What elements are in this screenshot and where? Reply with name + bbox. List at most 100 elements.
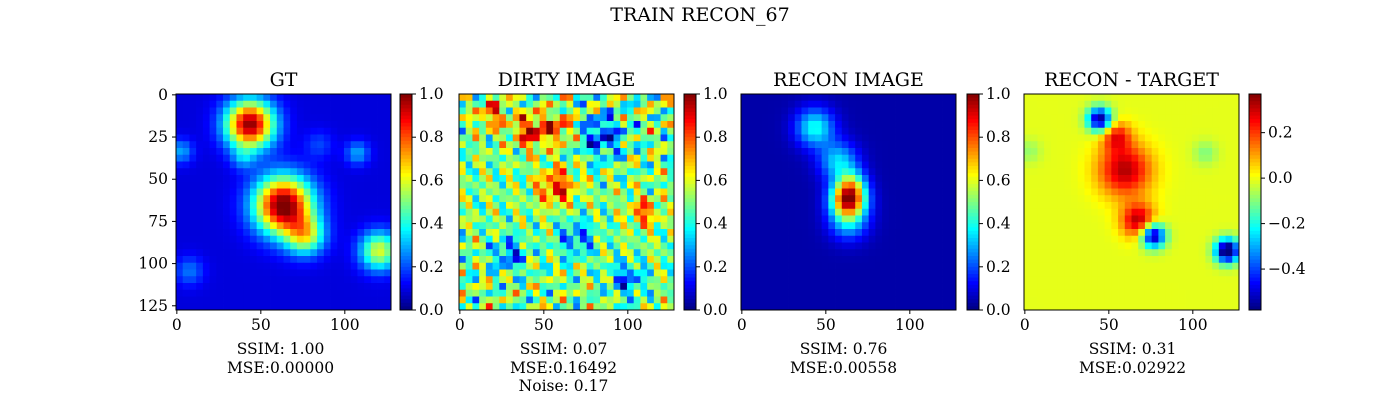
heatmap-cell: [1050, 175, 1058, 183]
heatmap-cell: [814, 208, 823, 216]
heatmap-cell: [761, 94, 769, 102]
heatmap-cell: [613, 195, 621, 203]
heatmap-cell: [902, 229, 910, 237]
heatmap-cell: [337, 107, 345, 115]
heatmap-cell: [1124, 100, 1132, 108]
heatmap-cell: [243, 107, 251, 115]
heatmap-cell: [1118, 114, 1126, 122]
heatmap-cell: [337, 283, 345, 291]
heatmap-cell: [276, 188, 284, 196]
heatmap-cell: [828, 229, 836, 237]
heatmap-cell: [1091, 148, 1099, 156]
heatmap-cell: [908, 229, 917, 237]
heatmap-cell: [479, 215, 487, 223]
heatmap-cell: [1212, 202, 1220, 210]
heatmap-cell: [949, 127, 957, 135]
heatmap-cell: [1050, 262, 1058, 270]
heatmap-cell: [640, 208, 648, 216]
heatmap-cell: [929, 289, 937, 297]
heatmap-cell: [788, 303, 796, 311]
heatmap-cell: [821, 235, 829, 243]
heatmap-cell: [526, 141, 534, 149]
heatmap-cell: [526, 188, 534, 196]
heatmap-cell: [828, 154, 836, 162]
heatmap-cell: [364, 134, 372, 142]
heatmap-cell: [1185, 134, 1193, 142]
heatmap-cell: [512, 141, 520, 149]
heatmap-cell: [479, 188, 487, 196]
colorbar-segment: [967, 191, 979, 196]
heatmap-cell: [370, 256, 378, 264]
heatmap-cell: [1171, 168, 1179, 176]
heatmap-cell: [472, 121, 480, 129]
heatmap-cell: [519, 262, 527, 270]
heatmap-cell: [861, 276, 870, 284]
colorbar-segment: [684, 223, 696, 228]
heatmap-cell: [653, 283, 661, 291]
heatmap-cell: [801, 222, 809, 230]
heatmap-cell: [821, 289, 829, 297]
heatmap-cell: [337, 154, 345, 162]
heatmap-cell: [479, 303, 487, 311]
heatmap-cell: [915, 107, 923, 115]
heatmap-cell: [620, 181, 628, 189]
heatmap-cell: [1057, 249, 1065, 257]
heatmap-cell: [236, 121, 244, 129]
heatmap-cell: [821, 121, 829, 129]
heatmap-cell: [660, 188, 668, 196]
heatmap-cell: [492, 127, 500, 135]
heatmap-cell: [647, 188, 655, 196]
heatmap-cell: [620, 188, 628, 196]
heatmap-cell: [243, 303, 251, 311]
colorbar-segment: [967, 115, 979, 120]
heatmap-cell: [613, 154, 621, 162]
heatmap-cell: [1097, 276, 1106, 284]
heatmap-cell: [459, 161, 467, 169]
heatmap-cell: [935, 296, 943, 304]
heatmap-cell: [1084, 188, 1092, 196]
heatmap-cell: [875, 296, 883, 304]
heatmap-cell: [868, 141, 876, 149]
heatmap-cell: [794, 283, 802, 291]
heatmap-cell: [357, 202, 365, 210]
heatmap-cell: [1138, 148, 1146, 156]
heatmap-cell: [600, 175, 608, 183]
heatmap-cell: [1024, 208, 1032, 216]
heatmap-cell: [370, 276, 378, 284]
heatmap-cell: [1218, 262, 1226, 270]
heatmap-cell: [526, 148, 534, 156]
heatmap-cell: [229, 94, 237, 102]
heatmap-cell: [236, 202, 244, 210]
heatmap-cell: [888, 276, 896, 284]
heatmap-cell: [1118, 154, 1126, 162]
heatmap-cell: [875, 127, 883, 135]
heatmap-cell: [908, 235, 917, 243]
heatmap-cell: [586, 283, 594, 291]
colorbar-segment: [400, 122, 412, 127]
heatmap-cell: [828, 107, 836, 115]
heatmap-cell: [626, 242, 635, 250]
heatmap-cell: [767, 222, 775, 230]
heatmap-cell: [310, 127, 318, 135]
heatmap-cell: [667, 262, 675, 270]
heatmap-cell: [1131, 188, 1139, 196]
heatmap-cell: [229, 168, 237, 176]
heatmap-cell: [949, 296, 957, 304]
heatmap-cell: [526, 114, 534, 122]
colorbar-segment: [1249, 220, 1261, 224]
heatmap-cell: [1225, 161, 1233, 169]
heatmap-cell: [243, 121, 251, 129]
colorbar-segment: [1249, 263, 1261, 268]
heatmap-cell: [559, 276, 567, 284]
heatmap-cell: [868, 188, 876, 196]
heatmap-cell: [761, 181, 769, 189]
colorbar-tick-label: 0.6: [419, 171, 444, 189]
heatmap-cell: [459, 148, 467, 156]
heatmap-cell: [350, 262, 358, 270]
heatmap-cell: [499, 249, 507, 257]
heatmap-cell: [1232, 276, 1240, 284]
heatmap-cell: [323, 127, 331, 135]
heatmap-cell: [357, 195, 365, 203]
heatmap-cell: [1104, 161, 1112, 169]
heatmap-cell: [667, 94, 675, 102]
